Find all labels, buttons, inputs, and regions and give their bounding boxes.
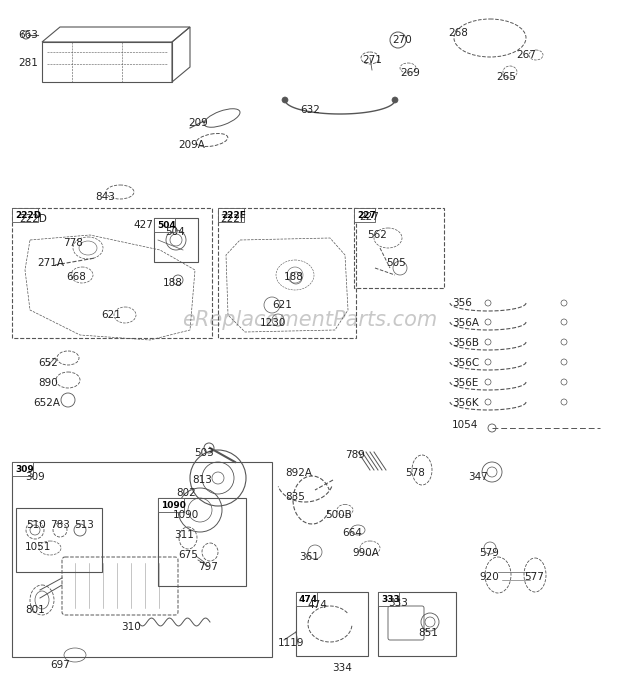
Bar — [12, 208, 212, 338]
Text: 578: 578 — [405, 468, 425, 478]
Text: 1090: 1090 — [173, 510, 199, 520]
Text: 504: 504 — [165, 227, 185, 237]
Text: 347: 347 — [468, 472, 488, 482]
Text: 227: 227 — [357, 211, 376, 220]
Text: 562: 562 — [367, 230, 387, 240]
Text: 209: 209 — [188, 118, 208, 128]
Text: 632: 632 — [300, 105, 320, 115]
Bar — [296, 592, 317, 606]
Text: 188: 188 — [284, 272, 304, 282]
Text: 500B: 500B — [325, 510, 352, 520]
Text: 356E: 356E — [452, 378, 479, 388]
Bar — [296, 592, 368, 656]
Text: 513: 513 — [74, 520, 94, 530]
Bar — [218, 208, 356, 338]
Text: 333: 333 — [381, 595, 400, 604]
Text: 1051: 1051 — [25, 542, 51, 552]
Text: 778: 778 — [63, 238, 83, 248]
Text: 222D: 222D — [15, 211, 42, 220]
Text: 675: 675 — [178, 550, 198, 560]
Text: 1090: 1090 — [161, 501, 186, 510]
Bar — [12, 462, 33, 476]
Text: 265: 265 — [496, 72, 516, 82]
Text: 621: 621 — [101, 310, 121, 320]
Text: 188: 188 — [163, 278, 183, 288]
Text: 333: 333 — [388, 598, 408, 608]
Text: 990A: 990A — [352, 548, 379, 558]
Text: 271: 271 — [362, 55, 382, 65]
Text: 309: 309 — [25, 472, 45, 482]
Text: 356C: 356C — [452, 358, 479, 368]
Bar — [12, 208, 38, 222]
Text: 1054: 1054 — [452, 420, 479, 430]
Text: 267: 267 — [516, 50, 536, 60]
Bar — [12, 462, 272, 657]
Text: 361: 361 — [299, 552, 319, 562]
Text: 664: 664 — [342, 528, 362, 538]
Text: 801: 801 — [25, 605, 45, 615]
Text: 269: 269 — [400, 68, 420, 78]
Bar — [154, 218, 198, 262]
Text: 356A: 356A — [452, 318, 479, 328]
Circle shape — [282, 97, 288, 103]
Text: 621: 621 — [272, 300, 292, 310]
Text: 227: 227 — [359, 212, 379, 222]
Text: 474: 474 — [299, 595, 318, 604]
Bar — [378, 592, 399, 606]
Bar — [354, 208, 444, 288]
Text: 427: 427 — [133, 220, 153, 230]
Text: 209A: 209A — [178, 140, 205, 150]
Text: 652A: 652A — [33, 398, 60, 408]
Text: 310: 310 — [121, 622, 141, 632]
Text: 222F: 222F — [220, 214, 246, 224]
Text: 789: 789 — [345, 450, 365, 460]
Text: 663: 663 — [18, 30, 38, 40]
Text: 271A: 271A — [37, 258, 64, 268]
Text: 577: 577 — [524, 572, 544, 582]
Text: 1230: 1230 — [260, 318, 286, 328]
Text: 668: 668 — [66, 272, 86, 282]
Text: 356B: 356B — [452, 338, 479, 348]
Text: 356: 356 — [452, 298, 472, 308]
Text: 890: 890 — [38, 378, 58, 388]
Bar — [16, 508, 102, 572]
Text: 268: 268 — [448, 28, 468, 38]
Text: 802: 802 — [176, 488, 196, 498]
Text: 504: 504 — [157, 221, 175, 230]
Bar — [378, 592, 456, 656]
Text: 920: 920 — [479, 572, 498, 582]
Text: 697: 697 — [50, 660, 70, 670]
Bar — [158, 498, 246, 586]
Text: 309: 309 — [15, 465, 33, 474]
Circle shape — [392, 97, 398, 103]
Text: 783: 783 — [50, 520, 70, 530]
Text: 1119: 1119 — [278, 638, 304, 648]
Text: 843: 843 — [95, 192, 115, 202]
Text: 851: 851 — [418, 628, 438, 638]
Text: 652: 652 — [38, 358, 58, 368]
Text: 281: 281 — [18, 58, 38, 68]
Text: 579: 579 — [479, 548, 499, 558]
Text: 797: 797 — [198, 562, 218, 572]
Text: 510: 510 — [26, 520, 46, 530]
Text: 505: 505 — [386, 258, 405, 268]
Text: 474: 474 — [307, 600, 327, 610]
Text: 813: 813 — [192, 475, 212, 485]
Bar — [158, 498, 184, 512]
Text: 270: 270 — [392, 35, 412, 45]
Bar — [218, 208, 244, 222]
Text: 503: 503 — [194, 448, 214, 458]
Text: 222D: 222D — [19, 214, 47, 224]
Text: 892A: 892A — [285, 468, 312, 478]
Text: 334: 334 — [332, 663, 352, 673]
Text: 835: 835 — [285, 492, 305, 502]
Text: 222F: 222F — [221, 211, 246, 220]
Text: eReplacementParts.com: eReplacementParts.com — [182, 310, 438, 330]
Bar — [354, 208, 375, 222]
Text: 356K: 356K — [452, 398, 479, 408]
Bar — [154, 218, 175, 232]
Text: 311: 311 — [174, 530, 194, 540]
